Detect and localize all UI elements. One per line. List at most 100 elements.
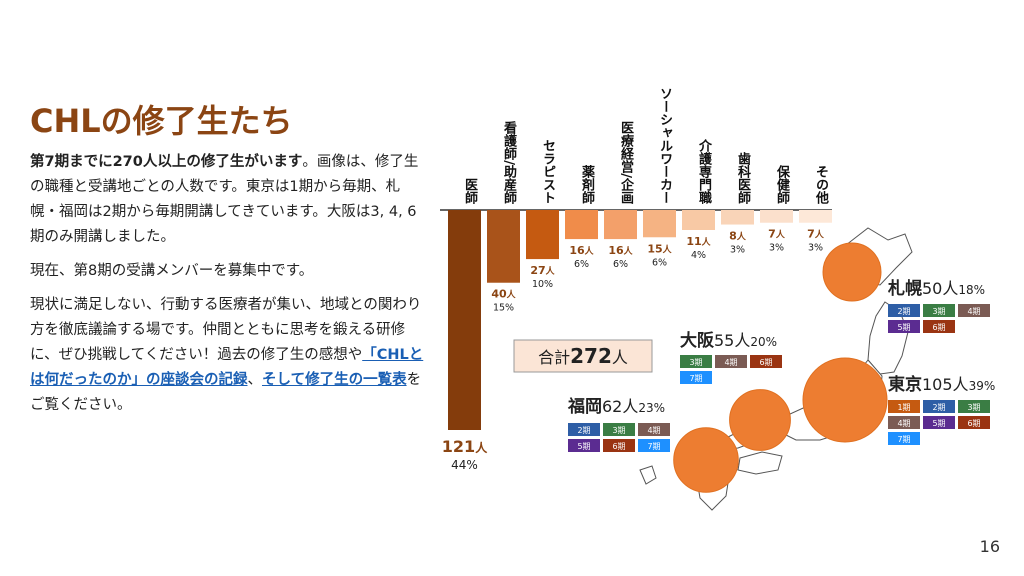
term-badge-label-2-2: 4期: [647, 426, 660, 435]
term-badge-label-1-1: 4期: [724, 358, 737, 367]
term-badge-3-5: [958, 416, 990, 429]
value-unit-2: 人: [545, 265, 556, 277]
lead-sentence: 第7期までに270人以上の修了生がいます: [30, 154, 303, 170]
paragraph-recruit: 現在、第8期の受講メンバーを募集中です。: [30, 263, 314, 279]
term-badge-0-3: [888, 320, 920, 333]
percent-label-0: 44%: [451, 458, 478, 472]
percent-label-2: 10%: [532, 279, 553, 290]
percent-label-7: 3%: [730, 245, 745, 256]
percent-label-1: 15%: [493, 303, 514, 314]
total-prefix: 合計: [538, 348, 570, 367]
paragraph-intro: 第7期までに270人以上の修了生がいます。画像は、修了生の職種と受講地ごとの人数…: [30, 150, 425, 250]
term-badge-2-3: [568, 439, 600, 452]
value-unit-6: 人: [701, 236, 712, 248]
value-unit-1: 人: [506, 289, 517, 301]
term-badge-label-0-2: 4期: [967, 307, 980, 316]
chart-layer: 医師121人44%看護師/助産師40人15%セラピスト27人10%薬剤師16人6…: [440, 87, 996, 493]
value-label-7: 8人: [729, 230, 747, 243]
term-badge-2-5: [638, 439, 670, 452]
percent-label-4: 6%: [613, 259, 628, 270]
value-number-1: 40: [491, 288, 507, 301]
location-name-1: 大阪: [680, 330, 714, 351]
link-roundtable-record[interactable]: 「CHLとは何だったのか」の座談会の記録: [30, 347, 424, 388]
bar-3: [565, 210, 598, 240]
value-label-6: 11人: [686, 235, 711, 248]
category-label-3: 薬剤師: [579, 164, 596, 205]
term-badge-3-3: [888, 416, 920, 429]
category-label-1: 看護師/助産師: [501, 121, 517, 206]
term-badge-label-2-4: 6期: [612, 442, 625, 451]
bubble-1: [729, 389, 791, 451]
term-badge-0-4: [923, 320, 955, 333]
term-badge-0-2: [958, 304, 990, 317]
total-unit: 人: [612, 348, 628, 367]
term-badge-1-2: [750, 355, 782, 368]
value-label-3: 16人: [569, 244, 594, 257]
term-badge-2-4: [603, 439, 635, 452]
term-badge-label-3-5: 6期: [967, 419, 980, 428]
bar-6: [682, 210, 715, 230]
percent-label-3: 6%: [574, 259, 589, 270]
location-count-2: 62: [602, 397, 622, 416]
bar-2: [526, 210, 559, 260]
term-badge-0-1: [923, 304, 955, 317]
bubble-0: [822, 242, 882, 302]
category-label-2: セラピスト: [540, 139, 556, 204]
bar-1: [487, 210, 520, 283]
location-count-3: 105: [922, 375, 953, 394]
term-badge-label-1-0: 3期: [689, 358, 702, 367]
category-label-6: 介護専門職: [696, 138, 713, 205]
term-badge-label-3-1: 2期: [932, 403, 945, 412]
term-badge-label-3-0: 1期: [897, 403, 910, 412]
value-label-5: 15人: [647, 242, 672, 255]
paragraph-invite: 現状に満足しない、行動する医療者が集い、地域との関わり方を徹底議論する場です。仲…: [30, 293, 425, 418]
term-badge-label-0-3: 5期: [897, 323, 910, 332]
location-percent-1: 20%: [750, 335, 777, 349]
percent-label-8: 3%: [769, 243, 784, 254]
value-number-8: 7: [768, 228, 776, 241]
bar-4: [604, 210, 637, 240]
link-separator: 、: [247, 372, 263, 388]
intro-rest: 。画像は、修了生の職種と受講地ごとの人数です。東京は1期から毎期、札幌・福岡は2…: [30, 154, 419, 245]
term-badge-3-2: [958, 400, 990, 413]
term-badge-3-4: [923, 416, 955, 429]
term-badge-label-0-4: 6期: [932, 323, 945, 332]
location-count-0: 50: [922, 279, 942, 298]
location-unit-3: 人: [953, 375, 969, 394]
value-unit-7: 人: [736, 231, 747, 243]
term-badge-0-0: [888, 304, 920, 317]
location-percent-0: 18%: [958, 283, 985, 297]
slide-title: CHLの修了生たち: [30, 102, 293, 140]
value-unit-0: 人: [475, 440, 488, 455]
bubble-2: [673, 427, 739, 493]
value-label-0: 121人: [442, 437, 488, 456]
value-label-2: 27人: [530, 264, 555, 277]
location-count-1: 55: [714, 331, 734, 350]
term-badge-label-3-2: 3期: [967, 403, 980, 412]
total-box: [513, 339, 653, 373]
location-name-3: 東京: [888, 374, 922, 395]
term-badge-label-2-3: 5期: [577, 442, 590, 451]
bar-0: [448, 210, 481, 430]
location-label-1: 大阪55人20%: [680, 330, 777, 351]
location-unit-2: 人: [622, 397, 638, 416]
invite-text-end: をご覧ください。: [30, 372, 422, 413]
value-number-3: 16: [569, 244, 585, 257]
value-label-8: 7人: [768, 228, 786, 241]
bar-7: [721, 210, 754, 225]
location-unit-1: 人: [734, 331, 750, 350]
page-number: 16: [979, 537, 1000, 556]
value-number-6: 11: [686, 235, 701, 248]
location-percent-3: 39%: [969, 379, 996, 393]
term-badge-3-1: [923, 400, 955, 413]
category-label-4: 医療経営/企画: [618, 121, 635, 205]
value-label-1: 40人: [491, 288, 516, 301]
percent-label-6: 4%: [691, 250, 706, 261]
link-alumni-list[interactable]: そして修了生の一覧表: [262, 372, 407, 388]
term-badge-1-0: [680, 355, 712, 368]
bar-5: [643, 210, 676, 238]
value-unit-8: 人: [775, 229, 786, 241]
term-badge-3-6: [888, 432, 920, 445]
body-text: 第7期までに270人以上の修了生がいます。画像は、修了生の職種と受講地ごとの人数…: [30, 150, 425, 427]
